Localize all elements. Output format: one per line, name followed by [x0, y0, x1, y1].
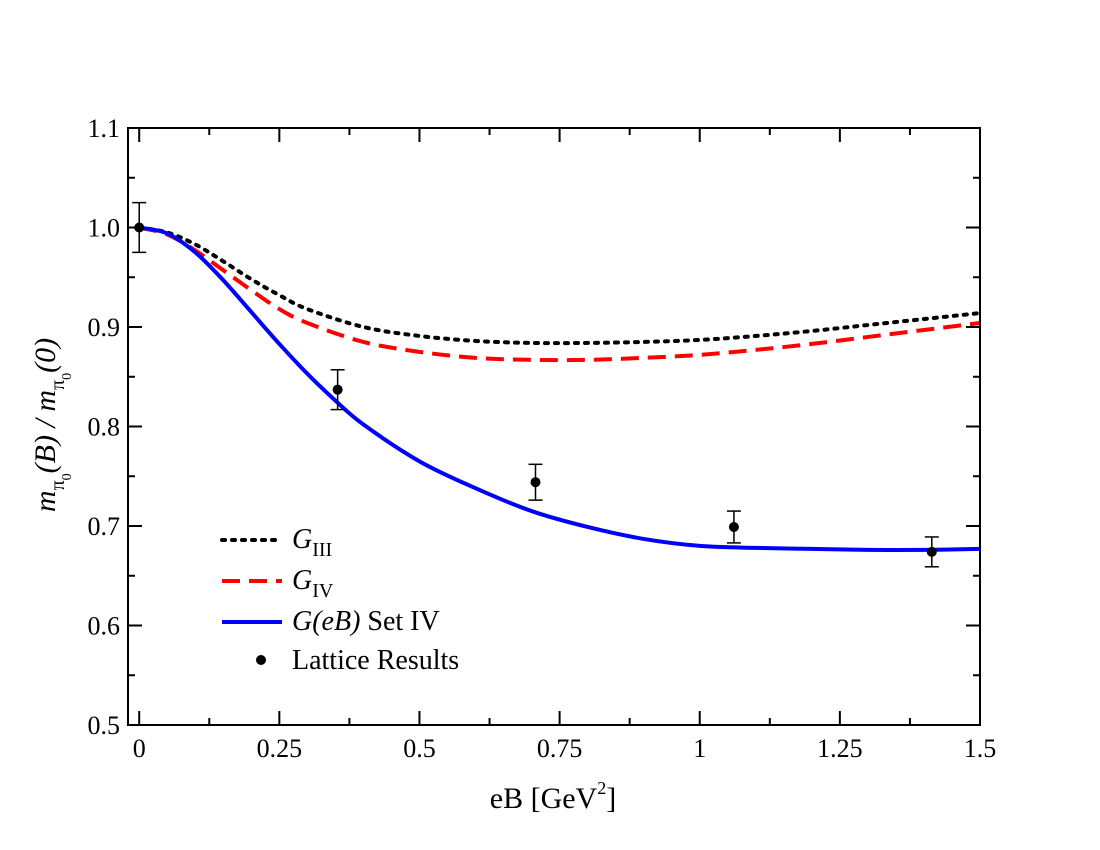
y-tick-label: 0.5 [88, 711, 121, 740]
legend-label-lattice: Lattice Results [292, 645, 459, 676]
y-tick-label: 0.6 [88, 612, 121, 641]
legend-marker-lattice [256, 655, 266, 665]
series-line-g-iv [138, 225, 981, 363]
legend: GIII GIV G(eB) Set IV Lattice Results [220, 524, 459, 676]
legend-label-g-iii: GIII [292, 524, 332, 561]
axis-ticks [128, 127, 981, 726]
x-tick-label: 0.5 [403, 734, 436, 763]
series-lines [137, 225, 982, 553]
series-line-g-iii [137, 225, 982, 346]
series-line-g-eb-set-iv [138, 225, 981, 553]
x-tick-label: 1 [693, 734, 706, 763]
y-tick-label: 1.1 [88, 114, 121, 143]
x-tick-label: 0.75 [537, 734, 583, 763]
x-tick-label: 0 [133, 734, 146, 763]
legend-label-g-eb-set-iv: G(eB) Set IV [292, 606, 440, 637]
y-tick-label: 1.0 [88, 214, 121, 243]
plot-frame [127, 127, 981, 726]
y-tick-label: 0.7 [88, 512, 121, 541]
tick-labels: 0 0.25 0.5 0.75 1 1.25 1.5 0.5 0.6 0.7 0.8 0.9 1.0 1.… [88, 114, 997, 763]
lattice-point [134, 222, 145, 233]
lattice-point [530, 477, 541, 488]
lattice-point [728, 521, 739, 532]
lattice-point [926, 546, 937, 557]
x-tick-label: 1.5 [964, 734, 997, 763]
y-tick-label: 0.9 [88, 313, 121, 342]
lattice-points [132, 201, 939, 568]
x-axis-label: eB [GeV2] [490, 778, 616, 815]
y-axis-label: mπ0(B) / mπ0(0) [29, 338, 75, 512]
x-tick-label: 1.25 [817, 734, 863, 763]
legend-label-g-iv: GIV [292, 565, 334, 602]
x-tick-label: 0.25 [257, 734, 303, 763]
lattice-point [332, 384, 343, 395]
y-tick-label: 0.8 [88, 413, 121, 442]
